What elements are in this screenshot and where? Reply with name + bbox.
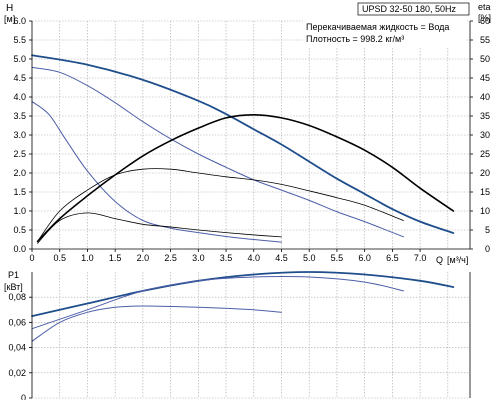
q-axis-label: Q (436, 255, 443, 265)
power-chart: 0 0,02 0,04 0,06 0,08 P1 [кВт] (4, 270, 471, 400)
chart-title-box (357, 2, 470, 16)
x-tick-label: 2.5 (164, 253, 177, 263)
x-tick-label: 4.5 (275, 253, 288, 263)
p1-axis-label: P1 (8, 270, 19, 280)
x-tick-label: 7.0 (414, 253, 427, 263)
h-axis-unit: [м] (4, 14, 15, 24)
h-tick-label: 1.5 (13, 187, 26, 197)
h-tick-label: 1.0 (13, 206, 26, 216)
eta-axis-unit: [%] (478, 13, 491, 23)
power-curve-3 (31, 305, 282, 342)
fluid-info-box (303, 20, 467, 47)
x-tick-label: 3.0 (192, 253, 205, 263)
x-tick-label: 6.5 (386, 253, 399, 263)
h-tick-label: 2.0 (13, 168, 26, 178)
eta-tick-label: 50 (480, 54, 490, 64)
h-tick-label: 0.5 (13, 225, 26, 235)
x-tick-label: 6.0 (358, 253, 371, 263)
eta-tick-label: 25 (480, 149, 490, 159)
x-tick-label: 0 (29, 253, 34, 263)
x-tick-label: 4.0 (248, 253, 261, 263)
eta-tick-label: 60 (480, 16, 490, 26)
h-tick-label: 4.5 (13, 73, 26, 83)
eta-tick-label: 20 (480, 168, 490, 178)
h-tick-label: 3.0 (13, 130, 26, 140)
h-tick-label: 6.0 (13, 16, 26, 26)
head-curve-2 (31, 66, 404, 238)
head-curve-1 (31, 54, 455, 234)
h-tick-label: 4.0 (13, 92, 26, 102)
eta-tick-label: 45 (480, 73, 490, 83)
head-efficiency-chart: 0.00.51.01.52.02.53.03.54.04.55.05.56.0 … (4, 2, 491, 265)
density-annotation: Плотность = 998.2 кг/м³ (306, 34, 404, 44)
eta-tick-label: 55 (480, 35, 490, 45)
p1-tick-label: 0,08 (8, 292, 26, 302)
h-tick-label: 3.5 (13, 111, 26, 121)
h-axis-label: H (6, 3, 13, 14)
h-tick-label: 2.5 (13, 149, 26, 159)
x-tick-label: 5.5 (331, 253, 344, 263)
p1-tick-label: 0 (21, 393, 26, 400)
x-tick-label: 1.0 (81, 253, 94, 263)
p1-tick-label: 0,04 (8, 343, 26, 353)
eta-tick-label: 30 (480, 130, 490, 140)
x-tick-label: 1.5 (109, 253, 122, 263)
efficiency-curve-6 (37, 212, 282, 244)
eta-tick-label: 10 (480, 206, 490, 216)
eta-tick-label: 35 (480, 111, 490, 121)
fluid-annotation: Перекачиваемая жидкость = Вода (306, 22, 449, 32)
efficiency-curve-4 (36, 114, 455, 243)
h-tick-label: 0.0 (13, 244, 26, 254)
x-tick-label: 2.0 (137, 253, 150, 263)
eta-tick-label: 0 (485, 244, 490, 254)
h-tick-label: 5.0 (13, 54, 26, 64)
power-curve-1 (31, 271, 455, 317)
eta-tick-label: 40 (480, 92, 490, 102)
chart-title: UPSD 32-50 180, 50Hz (362, 4, 457, 14)
p1-axis-unit: [кВт] (4, 282, 23, 292)
x-tick-label: 0.5 (53, 253, 66, 263)
eta-tick-label: 15 (480, 187, 490, 197)
power-curve-2 (31, 275, 404, 330)
p1-tick-label: 0,06 (8, 317, 26, 327)
eta-tick-label: 5 (485, 225, 490, 235)
eta-axis-label: eta (478, 2, 491, 12)
p1-tick-label: 0,02 (8, 368, 26, 378)
h-tick-label: 5.5 (13, 35, 26, 45)
head-curve-3 (31, 101, 282, 243)
x-tick-label: 5.0 (303, 253, 316, 263)
q-axis-unit: [м³/ч] (447, 255, 468, 265)
efficiency-curve-5 (37, 168, 404, 242)
x-tick-label: 3.5 (220, 253, 233, 263)
